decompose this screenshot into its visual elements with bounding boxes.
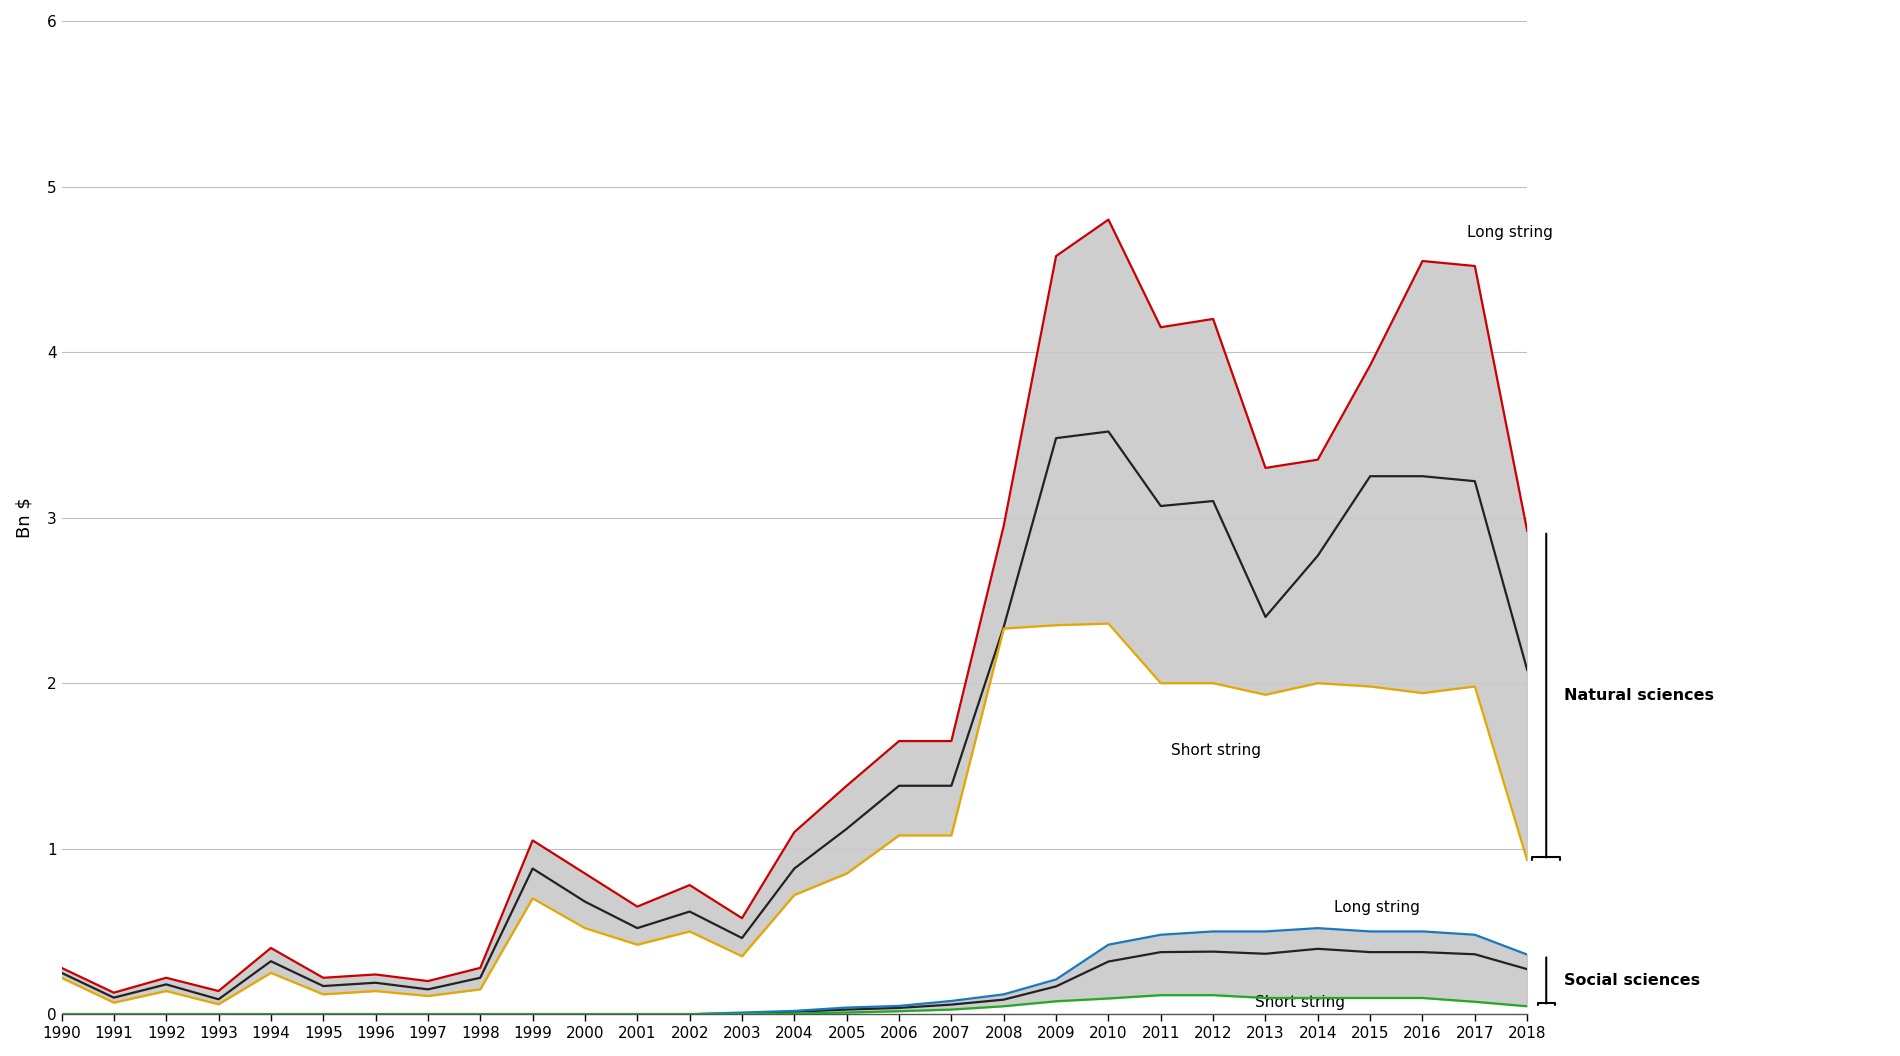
Text: Natural sciences: Natural sciences	[1564, 689, 1714, 703]
Text: Long string: Long string	[1467, 225, 1552, 240]
Text: Long string: Long string	[1334, 900, 1419, 914]
Text: Social sciences: Social sciences	[1564, 973, 1700, 988]
Y-axis label: Bn $: Bn $	[15, 497, 32, 539]
Text: Short string: Short string	[1256, 995, 1345, 1010]
Text: Short string: Short string	[1170, 742, 1262, 757]
